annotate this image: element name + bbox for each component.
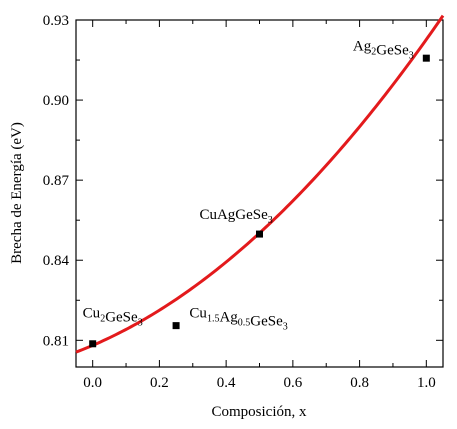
data-point [172, 322, 180, 330]
point-annotation: Ag2GeSe3 [353, 39, 414, 62]
axes: 0.0 0.2 0.4 0.6 0.8 1.0 0.81 0.84 0.87 0.90 0.93 [43, 13, 443, 391]
fit-curve [75, 14, 445, 354]
y-axis-label: Brecha de Energía (eV) [9, 122, 25, 264]
data-point [256, 230, 263, 238]
y-tick-label: 0.90 [43, 93, 69, 109]
annotations: Cu2GeSe3 Cu1.5Ag0.5GeSe3 CuAgGeSe3 Ag2GeSe3 [83, 39, 414, 333]
y-tick-label: 0.81 [43, 333, 69, 349]
point-annotation: CuAgGeSe3 [199, 207, 272, 226]
y-tick-label: 0.93 [43, 13, 69, 29]
x-tick-label: 1.0 [417, 375, 436, 391]
y-tick-label: 0.84 [43, 253, 70, 269]
data-point [89, 340, 97, 348]
x-tick-label: 0.4 [217, 375, 236, 391]
x-tick-label: 0.0 [83, 375, 102, 391]
x-axis-label: Composición, x [211, 404, 307, 420]
x-tick-label: 0.8 [350, 375, 369, 391]
x-tick-label: 0.2 [150, 375, 169, 391]
data-points [89, 54, 430, 348]
data-point [422, 54, 430, 62]
fit-curve-layer [75, 14, 445, 354]
x-tick-label: 0.6 [283, 375, 302, 391]
point-annotation: Cu2GeSe3 [83, 306, 143, 329]
y-tick-label: 0.87 [43, 173, 70, 189]
point-annotation: Cu1.5Ag0.5GeSe3 [189, 306, 287, 333]
